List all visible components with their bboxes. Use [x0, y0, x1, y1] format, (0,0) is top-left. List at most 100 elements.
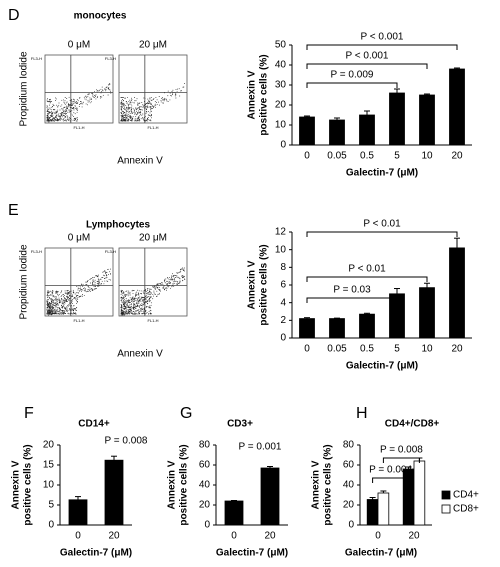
flow-dot [127, 118, 129, 120]
flow-dot [143, 299, 145, 300]
flow-dot [78, 296, 80, 298]
flow-dot [49, 313, 51, 315]
flow-dot [121, 304, 123, 306]
flow-dot [62, 302, 64, 304]
flow-dot [47, 118, 49, 120]
flow-dot [124, 97, 126, 99]
flow-dot [48, 308, 50, 310]
flow-dot [76, 302, 77, 304]
flow-dot [127, 109, 129, 111]
flow-dot [72, 98, 74, 100]
flow-dot [58, 297, 60, 299]
x-label: Galectin-7 (μM) [345, 548, 417, 559]
flow-dot [183, 276, 185, 278]
flow-dot [61, 104, 63, 106]
flow-dot [56, 291, 58, 292]
bar [402, 468, 415, 526]
flow-dot [129, 311, 131, 313]
flow-dot [50, 314, 52, 316]
flow-dot [91, 92, 93, 94]
flow-dot [143, 310, 145, 312]
y-label-line: positive cells (%) [259, 54, 270, 135]
flow-dot [89, 282, 91, 284]
flow-dot [169, 282, 171, 284]
flow-dot [61, 306, 63, 308]
flow-dot [98, 282, 100, 284]
flow-dot [131, 111, 133, 113]
flow-dot [55, 97, 56, 99]
flow-dot [63, 313, 65, 315]
flow-dot [149, 306, 151, 308]
flow-dot [122, 100, 124, 101]
bar [413, 460, 426, 526]
flow-dot [51, 301, 53, 303]
flow-dot [100, 96, 102, 97]
flow-dot [68, 299, 70, 301]
y-label-line: Annexin V [11, 460, 22, 509]
flow-dot [149, 120, 151, 121]
flow-dot [135, 108, 137, 110]
flow-dot [89, 289, 91, 290]
flow-dot [54, 302, 56, 304]
flow-dot [120, 313, 122, 315]
y-tick-label: 4 [280, 297, 286, 308]
y-tick-label: 40 [199, 480, 211, 491]
flow-dot [96, 281, 98, 282]
flow-dot [123, 105, 125, 107]
y-tick-label: 0 [204, 520, 210, 531]
flow-dot [109, 271, 111, 273]
flow-dot [156, 99, 158, 101]
y-tick-label: 12 [275, 227, 287, 238]
y-tick-label: 60 [343, 460, 355, 471]
flow-dot [129, 306, 131, 308]
flow-dot [176, 283, 178, 285]
flow-dot [52, 301, 54, 303]
flow-dot [122, 296, 124, 298]
flow-dot [80, 286, 82, 288]
flow-dot [164, 278, 166, 280]
flow-dot [152, 286, 154, 287]
flow-dot [75, 298, 77, 300]
flow-dot [63, 297, 65, 299]
flow-dot [49, 108, 51, 110]
flow-dot [164, 282, 166, 284]
flow-dot [134, 298, 135, 300]
flow-dot [145, 290, 147, 292]
flow-dot [153, 295, 154, 297]
flow-dot [165, 98, 167, 100]
flow-dot [92, 95, 94, 97]
flow-dot [79, 296, 81, 297]
flow-dot [73, 101, 75, 103]
flow-dot [147, 114, 149, 116]
x-tick-label: 0.5 [360, 151, 374, 162]
flow-dot [142, 305, 144, 307]
flow-dot [73, 102, 75, 104]
flow-dot [60, 292, 62, 294]
flow-dot [50, 114, 52, 116]
flow-frame [44, 54, 114, 124]
flow-dot [47, 296, 48, 298]
flow-dot [69, 105, 71, 106]
x-label: Galectin-7 (μM) [346, 361, 418, 372]
flow-dot [124, 300, 126, 302]
flow-dot [85, 99, 87, 101]
flow-dot [66, 119, 68, 121]
flow-dot [65, 113, 67, 115]
flow-dot [128, 107, 130, 108]
flow-dot [55, 297, 56, 299]
flow-dot [137, 107, 139, 109]
flow-dot [50, 304, 52, 306]
flow-dot [105, 86, 107, 88]
flow-dot [49, 290, 51, 292]
flow-dot [128, 290, 130, 292]
flow-dot [122, 114, 124, 116]
flow-dot [60, 113, 62, 115]
flow-dot [46, 117, 48, 119]
flow-dot [140, 114, 141, 116]
flow-dot [122, 120, 124, 121]
flow-dot [47, 101, 49, 103]
flow-dot [86, 284, 88, 285]
flow-y-label: Propidium Iodide [19, 51, 30, 126]
